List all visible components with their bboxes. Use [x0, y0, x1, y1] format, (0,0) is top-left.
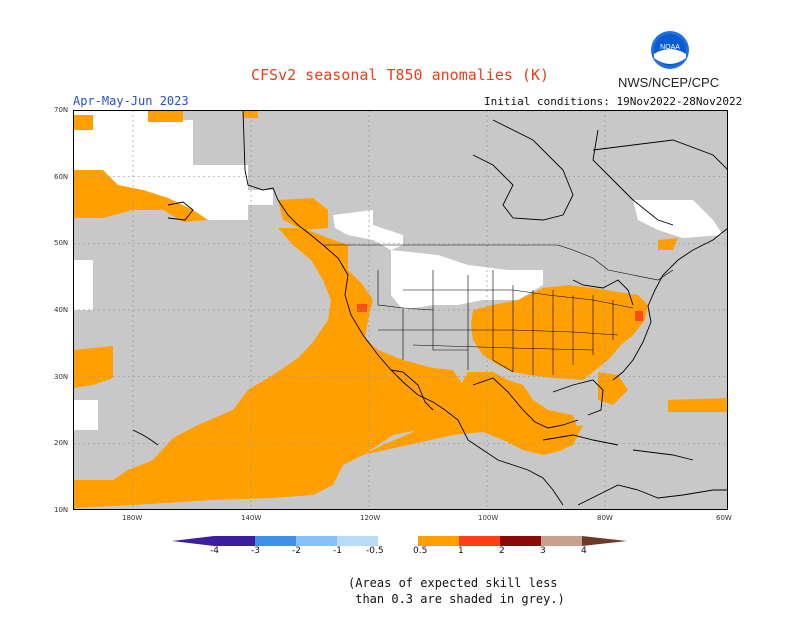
lat-label: 10N — [54, 506, 69, 514]
map-frame — [73, 110, 728, 510]
warm-anomaly-regions — [73, 110, 728, 508]
colorbar-tick: -4 — [210, 546, 219, 556]
logo-text: NOAA — [660, 44, 680, 51]
lat-label: 50N — [54, 239, 69, 247]
lat-label: 20N — [54, 439, 69, 447]
lon-label: 180W — [122, 514, 143, 522]
colorbar-arrow-right — [582, 536, 627, 546]
skill-note-line2: than 0.3 are shaded in grey.) — [348, 592, 565, 606]
anomaly-map — [73, 110, 728, 510]
lon-label: 120W — [360, 514, 381, 522]
season-label: Apr-May-Jun 2023 — [73, 94, 189, 108]
colorbar — [172, 536, 627, 546]
colorbar-tick: -3 — [251, 546, 260, 556]
colorbar-tick: 4 — [581, 546, 587, 556]
colorbar-tick: -0.5 — [366, 546, 384, 556]
colorbar-tick: 3 — [540, 546, 546, 556]
strong-anomaly-spots — [357, 304, 643, 321]
lon-label: 100W — [478, 514, 499, 522]
noaa-logo: NOAA — [651, 31, 689, 69]
lat-label: 70N — [54, 106, 69, 114]
colorbar-tick: 1 — [458, 546, 464, 556]
graticule — [73, 110, 728, 510]
political-boundaries — [323, 244, 674, 375]
lon-label: 60W — [716, 514, 732, 522]
initial-conditions-label: Initial conditions: 19Nov2022-28Nov2022 — [484, 95, 743, 108]
skill-note-line1: (Areas of expected skill less — [348, 576, 558, 590]
colorbar-tick: 2 — [499, 546, 505, 556]
coastlines — [132, 110, 728, 506]
colorbar-tick: 0.5 — [413, 546, 428, 556]
lon-label: 140W — [241, 514, 262, 522]
lat-label: 60N — [54, 173, 69, 181]
agency-label: NWS/NCEP/CPC — [618, 75, 720, 90]
skill-note: (Areas of expected skill less than 0.3 a… — [348, 575, 565, 607]
lat-label: 30N — [54, 373, 69, 381]
colorbar-tick: -2 — [292, 546, 301, 556]
colorbar-arrow-left — [172, 536, 214, 546]
lat-label: 40N — [54, 306, 69, 314]
map-title: CFSv2 seasonal T850 anomalies (K) — [250, 66, 549, 84]
lon-label: 80W — [597, 514, 613, 522]
colorbar-tick: -1 — [333, 546, 342, 556]
